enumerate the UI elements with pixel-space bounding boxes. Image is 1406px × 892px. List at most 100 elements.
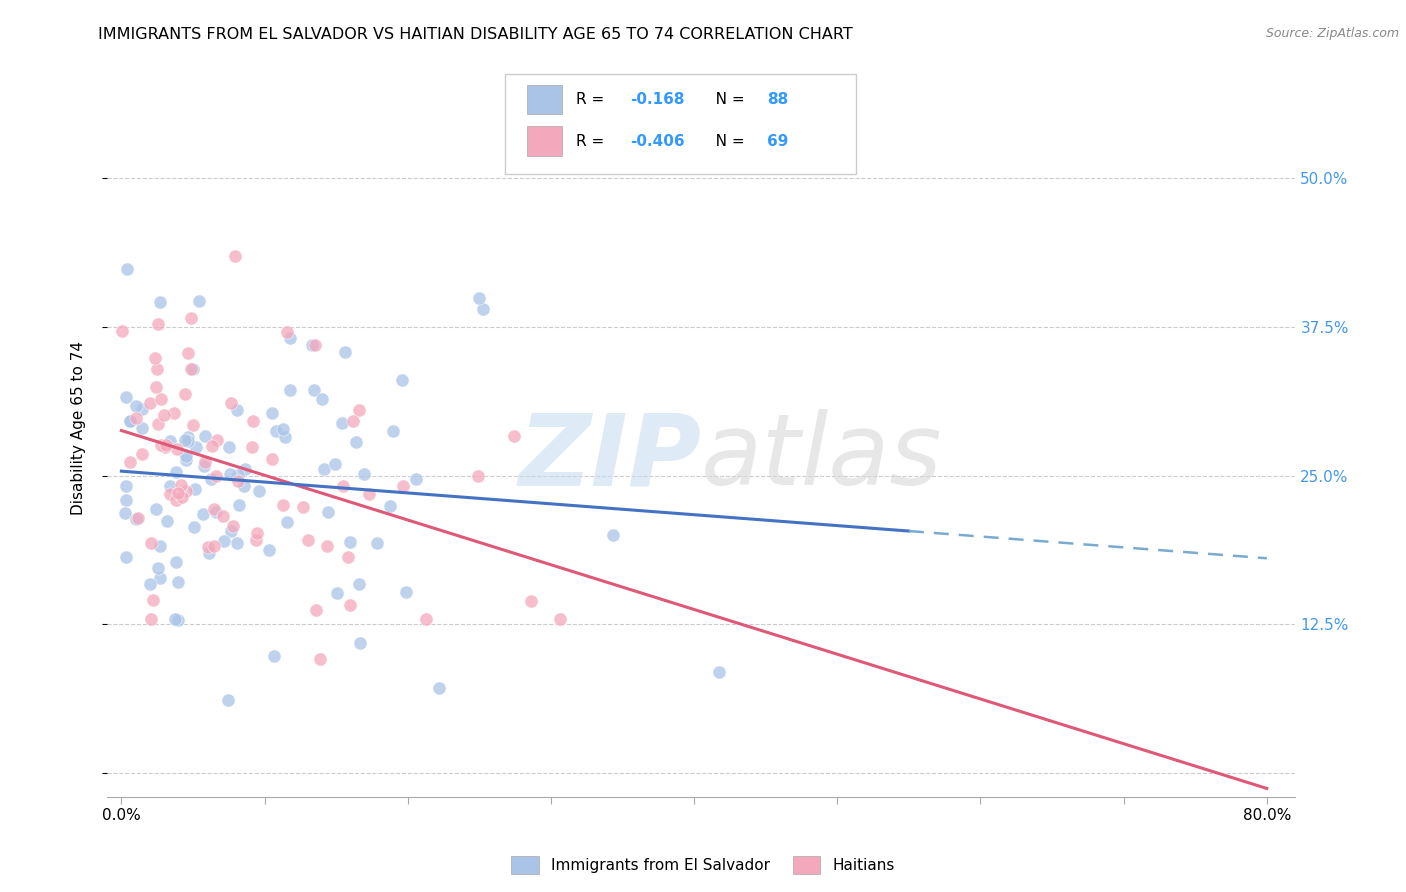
Point — [153, 440, 176, 454]
Point — [391, 478, 413, 492]
Point — [141, 535, 163, 549]
Point — [167, 485, 190, 500]
Point — [427, 681, 450, 695]
Point — [167, 613, 190, 627]
Point — [205, 468, 228, 483]
Point — [146, 362, 169, 376]
Point — [467, 468, 489, 483]
Point — [415, 611, 437, 625]
Point — [142, 593, 165, 607]
Point — [165, 555, 187, 569]
Point — [395, 585, 418, 599]
Point — [276, 515, 298, 529]
Point — [349, 576, 371, 591]
Text: N =: N = — [702, 134, 749, 149]
Point — [314, 462, 336, 476]
Point — [166, 574, 188, 589]
Point — [145, 380, 167, 394]
Point — [212, 533, 235, 548]
Point — [382, 424, 405, 438]
Point — [194, 428, 217, 442]
Point — [305, 603, 328, 617]
Point — [226, 402, 249, 417]
Point — [259, 543, 281, 558]
Point — [218, 440, 240, 454]
Point — [194, 455, 217, 469]
Text: 69: 69 — [766, 134, 787, 149]
Point — [242, 413, 264, 427]
Point — [405, 472, 427, 486]
Point — [180, 362, 202, 376]
Point — [180, 311, 202, 326]
Point — [233, 462, 256, 476]
Point — [201, 439, 224, 453]
Point — [165, 465, 187, 479]
Point — [228, 498, 250, 512]
Point — [301, 338, 323, 352]
Point — [197, 540, 219, 554]
Point — [292, 500, 315, 514]
Point — [150, 438, 173, 452]
Point — [165, 493, 187, 508]
Point — [520, 594, 543, 608]
Point — [115, 479, 138, 493]
Point — [332, 479, 354, 493]
Y-axis label: Disability Age 65 to 74: Disability Age 65 to 74 — [72, 341, 86, 516]
Point — [163, 406, 186, 420]
Point — [184, 440, 207, 454]
Text: 88: 88 — [766, 92, 787, 107]
Point — [118, 414, 141, 428]
Point — [166, 442, 188, 456]
Point — [271, 499, 294, 513]
Point — [163, 612, 186, 626]
Point — [159, 434, 181, 449]
Point — [302, 383, 325, 397]
Point — [124, 411, 146, 425]
Point — [263, 649, 285, 664]
Point — [245, 533, 267, 547]
Point — [191, 507, 214, 521]
Point — [353, 467, 375, 482]
Point — [202, 502, 225, 516]
Point — [709, 665, 731, 679]
Point — [391, 373, 413, 387]
Point — [359, 486, 381, 500]
Point — [177, 434, 200, 449]
Point — [143, 351, 166, 365]
Point — [349, 636, 371, 650]
Point — [111, 325, 134, 339]
Point — [153, 408, 176, 422]
Point — [139, 577, 162, 591]
Point — [297, 533, 319, 548]
Point — [228, 475, 250, 489]
Point — [184, 483, 207, 497]
Point — [278, 383, 301, 397]
Point — [117, 261, 139, 276]
Point — [316, 540, 339, 554]
Point — [311, 392, 333, 406]
Point — [342, 414, 364, 428]
Point — [120, 455, 142, 469]
Point — [177, 430, 200, 444]
Point — [271, 422, 294, 436]
Text: IMMIGRANTS FROM EL SALVADOR VS HAITIAN DISABILITY AGE 65 TO 74 CORRELATION CHART: IMMIGRANTS FROM EL SALVADOR VS HAITIAN D… — [98, 27, 853, 42]
Point — [115, 550, 138, 565]
Point — [262, 451, 284, 466]
Point — [181, 361, 204, 376]
Point — [114, 493, 136, 508]
Point — [226, 468, 249, 483]
Point — [222, 518, 245, 533]
FancyBboxPatch shape — [505, 74, 856, 174]
Point — [131, 447, 153, 461]
Point — [326, 586, 349, 600]
Point — [114, 506, 136, 520]
Text: Source: ZipAtlas.com: Source: ZipAtlas.com — [1265, 27, 1399, 40]
Point — [219, 396, 242, 410]
Point — [193, 458, 215, 473]
Text: -0.168: -0.168 — [630, 92, 685, 107]
Point — [148, 317, 170, 331]
Text: ZIP: ZIP — [519, 409, 702, 506]
Point — [148, 561, 170, 575]
Point — [264, 424, 287, 438]
Point — [304, 337, 326, 351]
